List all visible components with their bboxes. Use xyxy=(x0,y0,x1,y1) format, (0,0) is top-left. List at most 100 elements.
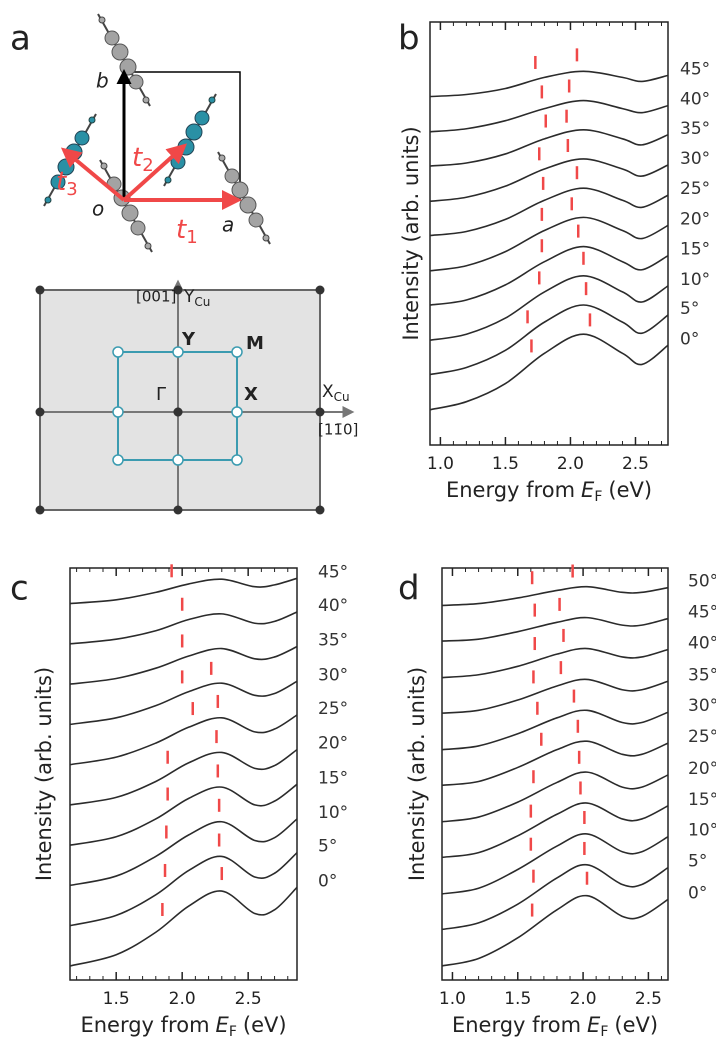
y-axis-label: Intensity (arb. units) xyxy=(399,126,423,340)
x-tick-label: 2.0 xyxy=(169,989,196,1009)
axis-index: Cu xyxy=(194,295,210,309)
spectrum-line xyxy=(429,70,669,98)
zone-center xyxy=(173,407,183,417)
spectrum-line xyxy=(69,886,298,967)
x-axis-label: Energy from EF (eV) xyxy=(80,1013,286,1040)
angle-label: 10° xyxy=(318,803,348,823)
x-tick-label: 2.5 xyxy=(635,989,662,1009)
angle-label: 25° xyxy=(318,699,348,719)
x-axis-label: Energy from EF (eV) xyxy=(446,478,652,505)
angle-label: 20° xyxy=(688,759,716,779)
vector-arrow xyxy=(60,147,126,202)
spectrum-line xyxy=(69,852,298,927)
x-axis-label-unit: (eV) xyxy=(614,1013,658,1037)
spectrum-line xyxy=(429,187,669,237)
angle-label: 30° xyxy=(680,149,710,169)
axis-symbol: X xyxy=(322,382,334,402)
axis-label: o xyxy=(92,197,104,221)
x-tick-label: 2.5 xyxy=(622,454,649,474)
axis-index: Cu xyxy=(334,390,350,404)
x-axis-label-text: Energy from xyxy=(446,478,575,502)
spectrum-line xyxy=(429,274,669,342)
spectrum-line xyxy=(69,749,298,806)
panel-letter: b xyxy=(398,19,420,59)
spectrum-line xyxy=(441,771,669,823)
x-axis-label-subscript: F xyxy=(229,1024,237,1040)
spectrum-line xyxy=(429,158,669,203)
plot-frame xyxy=(441,567,669,981)
angle-label: 30° xyxy=(688,696,716,716)
angle-label: 5° xyxy=(318,837,337,857)
spectrum-line xyxy=(441,647,669,679)
angle-label: 0° xyxy=(680,329,699,349)
vector-symbol: t xyxy=(132,143,143,173)
angle-label: 35° xyxy=(680,119,710,139)
spectrum-line xyxy=(441,678,669,714)
spectrum-line xyxy=(441,833,669,895)
vector-index: 2 xyxy=(142,155,153,176)
axis-label: a xyxy=(222,213,234,237)
vector-index: 1 xyxy=(186,227,197,248)
angle-label: 15° xyxy=(688,790,716,810)
spectrum-line xyxy=(429,216,669,272)
spectrum-line xyxy=(441,616,669,642)
angle-label: 0° xyxy=(688,883,707,903)
plot-frame xyxy=(429,21,669,446)
spectrum-line xyxy=(69,783,298,846)
spectrum-line xyxy=(429,333,669,411)
angle-label: 20° xyxy=(680,209,710,229)
x-axis-label-subscript: F xyxy=(594,489,602,505)
molecule xyxy=(163,93,217,187)
spectrum-line xyxy=(69,611,298,645)
angle-label: 35° xyxy=(318,631,348,651)
spectrum-line xyxy=(69,577,298,605)
axis-label: b xyxy=(96,69,109,93)
axis-label: YCu xyxy=(183,287,210,309)
spectrum-line xyxy=(441,585,669,607)
vector-symbol: t xyxy=(56,167,67,197)
point-label: Y xyxy=(181,329,196,350)
angle-label: 10° xyxy=(688,821,716,841)
spectrum-line xyxy=(441,864,669,931)
vector-symbol: t xyxy=(176,215,187,245)
angle-label: 45° xyxy=(688,603,716,623)
chart: d 1.0 1.5 2.0 2.5 Energy from EF (eV) Intensity … xyxy=(398,564,716,1040)
spectrum-line xyxy=(441,740,669,787)
spectrum-line xyxy=(429,99,669,133)
point-label: Γ xyxy=(156,384,166,405)
angle-label: 0° xyxy=(318,871,337,891)
x-axis-label: Energy from EF (eV) xyxy=(452,1013,658,1040)
x-tick-label: 1.5 xyxy=(504,989,531,1009)
spectrum-line xyxy=(441,802,669,859)
spectrum-line xyxy=(69,680,298,726)
x-axis-label-unit: (eV) xyxy=(608,478,652,502)
angle-label: 5° xyxy=(688,852,707,872)
axis-symbol: Y xyxy=(183,287,195,307)
x-tick-label: 1.0 xyxy=(439,989,466,1009)
angle-label: 40° xyxy=(318,596,348,616)
angle-label: 15° xyxy=(318,768,348,788)
spectrum-line xyxy=(69,645,298,685)
spectrum-line xyxy=(429,245,669,306)
sub-zone-points xyxy=(112,346,243,466)
x-axis-label-symbol: E xyxy=(216,1013,230,1037)
angle-label: 50° xyxy=(688,572,716,592)
panel-letter: d xyxy=(398,569,420,609)
x-axis-label-text: Energy from xyxy=(80,1013,209,1037)
angle-label: 45° xyxy=(318,562,348,582)
spectrum-line xyxy=(441,709,669,751)
x-axis-label-text: Energy from xyxy=(452,1013,581,1037)
panel-letter: a xyxy=(10,19,31,59)
direction-label: [11̄0] xyxy=(318,421,358,439)
x-tick-label: 2.0 xyxy=(570,989,597,1009)
x-tick-label: 1.5 xyxy=(103,989,130,1009)
x-tick-label: 1.5 xyxy=(492,454,519,474)
x-tick-label: 1.0 xyxy=(427,454,454,474)
vector-index: 3 xyxy=(66,179,77,200)
x-tick-label: 2.5 xyxy=(235,989,262,1009)
angle-label: 30° xyxy=(318,665,348,685)
panel-a: a b o a t1 t2 t3 [001] YC xyxy=(10,13,358,515)
x-tick-label: 2.0 xyxy=(557,454,584,474)
chart: c 1.5 2.0 2.5 Energy from EF (eV) Intensity (ar… xyxy=(10,562,348,1040)
zone-area xyxy=(39,289,321,511)
